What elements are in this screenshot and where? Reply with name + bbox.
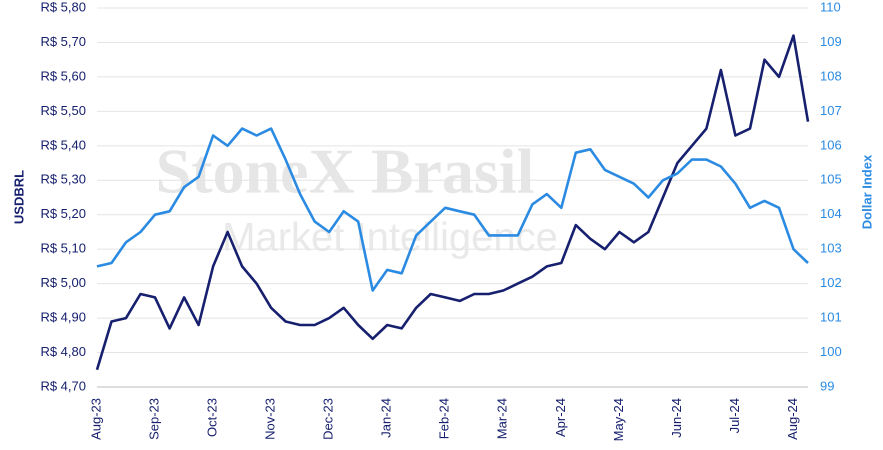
y-tick-label: R$ 4,70 xyxy=(40,378,86,393)
y-axis-title: USDBRL xyxy=(11,170,26,224)
y-tick-label: R$ 5,40 xyxy=(40,137,86,152)
y-tick-label: R$ 5,20 xyxy=(40,206,86,221)
y2-tick-label: 104 xyxy=(820,206,842,221)
y2-tick-label: 110 xyxy=(820,0,841,14)
x-tick-label: Aug-23 xyxy=(88,398,103,440)
x-tick-label: Aug-24 xyxy=(785,398,800,440)
y2-tick-label: 102 xyxy=(820,275,842,290)
y2-axis-title: Dollar Index xyxy=(859,154,874,229)
y2-tick-label: 101 xyxy=(820,310,842,325)
x-tick-label: Jan-24 xyxy=(379,398,394,438)
y-tick-label: R$ 5,60 xyxy=(40,68,86,83)
y2-tick-label: 108 xyxy=(820,68,842,83)
x-tick-label: Sep-23 xyxy=(146,398,161,440)
y-tick-label: R$ 5,80 xyxy=(40,0,86,14)
y2-tick-label: 103 xyxy=(820,241,842,256)
x-tick-label: Nov-23 xyxy=(263,398,278,440)
x-tick-label: Apr-24 xyxy=(553,398,568,437)
x-tick-label: Dec-23 xyxy=(321,398,336,440)
x-tick-label: Mar-24 xyxy=(495,398,510,439)
y-tick-label: R$ 5,70 xyxy=(40,34,86,49)
y2-tick-label: 109 xyxy=(820,34,842,49)
y2-tick-label: 107 xyxy=(820,103,842,118)
y-tick-label: R$ 5,00 xyxy=(40,275,86,290)
x-tick-label: Jul-24 xyxy=(727,398,742,433)
watermark-subtitle: Market Intelligence xyxy=(222,216,558,260)
y-tick-label: R$ 4,80 xyxy=(40,344,86,359)
y-tick-label: R$ 5,30 xyxy=(40,172,86,187)
x-tick-label: Feb-24 xyxy=(437,398,452,439)
y2-tick-label: 106 xyxy=(820,137,842,152)
y2-tick-label: 105 xyxy=(820,172,842,187)
x-tick-label: Oct-23 xyxy=(205,398,220,437)
series-line xyxy=(95,34,810,371)
y-tick-label: R$ 5,10 xyxy=(40,241,86,256)
y-tick-label: R$ 5,50 xyxy=(40,103,86,118)
x-tick-label: May-24 xyxy=(611,398,626,441)
y2-tick-label: 99 xyxy=(820,378,834,393)
series-line xyxy=(96,127,809,292)
y2-tick-label: 100 xyxy=(820,344,842,359)
y-tick-label: R$ 4,90 xyxy=(40,310,86,325)
x-tick-label: Jun-24 xyxy=(669,398,684,438)
watermark-title: StoneX Brasil xyxy=(156,136,535,207)
